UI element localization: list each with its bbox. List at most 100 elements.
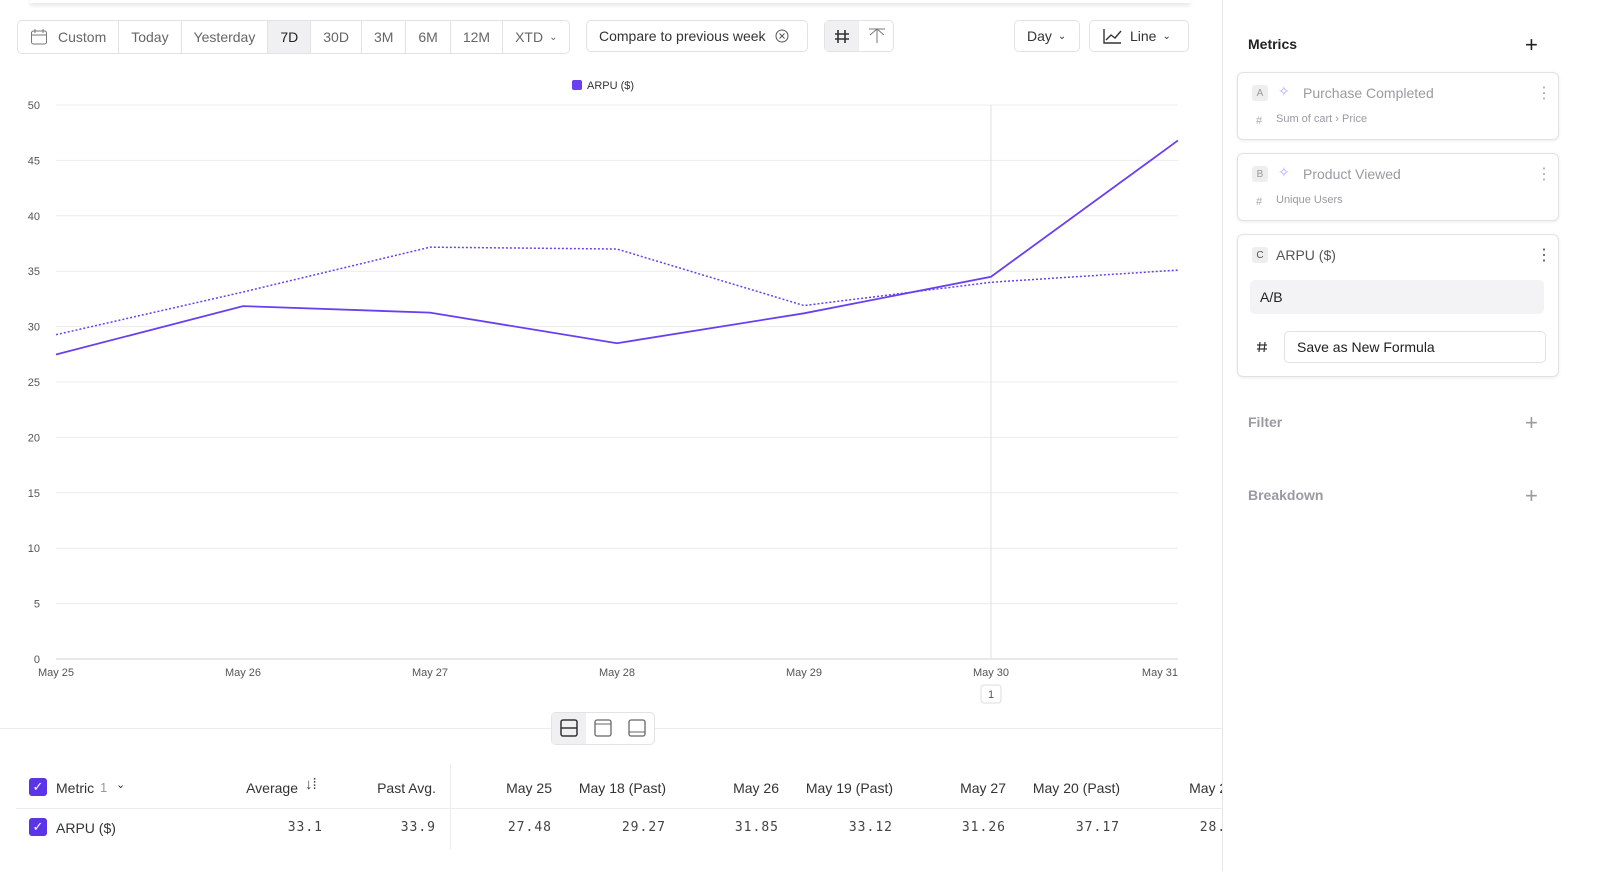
filter-title: Filter xyxy=(1248,414,1283,430)
interval-dropdown[interactable]: Day ⌄ xyxy=(1014,20,1080,52)
metric-detail: Unique Users xyxy=(1276,194,1343,206)
metric-name: Purchase Completed xyxy=(1303,85,1434,101)
range-button[interactable]: Custom xyxy=(18,21,120,53)
metric-letter: A xyxy=(1252,85,1268,101)
range-button[interactable]: 6M xyxy=(406,21,451,53)
range-button[interactable]: Today xyxy=(119,21,182,53)
hash-icon: # xyxy=(1256,196,1263,208)
chart: 0 5 10 15 20 25 30 35 40 45 50 May 25 May 26 May 27 Ma… xyxy=(28,80,1179,704)
interval-label: Day xyxy=(1027,28,1052,44)
clear-icon[interactable] xyxy=(774,28,790,44)
range-button[interactable]: 3M xyxy=(362,21,407,53)
table-cell: 28.5 xyxy=(1199,820,1222,835)
x-tick-label: May 30 xyxy=(973,667,1009,679)
y-tick-label: 20 xyxy=(28,432,40,444)
column-header: May 19 (Past) xyxy=(805,780,893,796)
metric-count: 1 xyxy=(100,780,108,795)
top-shadow xyxy=(30,0,1190,3)
metric-detail: Sum of cart › Price xyxy=(1276,113,1368,125)
x-tick-label: May 27 xyxy=(412,667,448,679)
metric-header: Metric xyxy=(56,780,95,796)
data-table: ✓ ✓ Metric 1 ⌄ Average Past Avg. May 25 May 18 (… xyxy=(0,760,1222,871)
table-cell: 33.1 xyxy=(287,820,323,835)
column-header: Average xyxy=(246,780,298,796)
metric-card: B ✧ Product Viewed ⋮ # Unique Users xyxy=(1237,153,1559,221)
y-tick-label: 15 xyxy=(28,488,40,500)
table-cell: 37.17 xyxy=(1075,820,1120,835)
view-toggle[interactable] xyxy=(824,20,894,52)
compare-button[interactable]: Compare to previous week xyxy=(586,20,808,52)
add-filter[interactable]: + xyxy=(1525,410,1538,435)
row-checkbox[interactable]: ✓ xyxy=(29,818,47,836)
y-tick-label: 45 xyxy=(28,155,40,167)
x-tick-label: May 26 xyxy=(225,667,261,679)
compare-label: Compare to previous week xyxy=(599,28,766,44)
layout-icons xyxy=(552,713,646,744)
layout-toggle[interactable] xyxy=(551,712,655,745)
x-tick-label: May 28 xyxy=(599,667,635,679)
table-cell: 29.27 xyxy=(621,820,666,835)
hash-icon: # xyxy=(1256,115,1263,127)
metric-menu: ⋮ xyxy=(1536,166,1552,183)
column-header: May 26 xyxy=(733,780,779,796)
row-name: ARPU ($) xyxy=(56,820,116,836)
y-tick-label: 40 xyxy=(28,211,40,223)
header-checkbox[interactable]: ✓ xyxy=(29,778,47,796)
chart-kind-label: Line xyxy=(1130,28,1157,44)
range-selector[interactable]: Custom Today Yesterday 7D 30D 3M 6M 12M XTD ⌄ xyxy=(17,20,571,54)
formula-input[interactable]: A/B xyxy=(1250,280,1544,314)
view-icons xyxy=(825,21,885,51)
y-tick-label: 0 xyxy=(34,654,40,666)
spark-icon: ✧ xyxy=(1278,83,1290,99)
formula-menu[interactable]: ⋮ xyxy=(1536,247,1552,264)
y-tick-label: 50 xyxy=(28,100,40,112)
annotation-box xyxy=(980,684,1002,704)
y-tick-label: 5 xyxy=(34,599,40,611)
range-button[interactable]: XTD ⌄ xyxy=(515,29,558,45)
metrics-title: Metrics xyxy=(1248,36,1298,52)
save-formula-button[interactable]: Save as New Formula xyxy=(1284,331,1546,363)
legend-label: ARPU ($) xyxy=(587,80,634,92)
series-line xyxy=(55,139,1179,356)
y-tick-label: 30 xyxy=(28,322,40,334)
range-button[interactable]: 12M xyxy=(451,21,504,53)
table-cell: 31.26 xyxy=(961,820,1006,835)
x-tick-label: May 31 xyxy=(1142,667,1178,679)
chevron: ⌄ xyxy=(549,31,558,43)
column-header: Past Avg. xyxy=(377,780,436,796)
column-header: May 20 (Past) xyxy=(1032,780,1120,796)
metric-menu: ⋮ xyxy=(1536,85,1552,102)
range-button[interactable]: 7D xyxy=(268,21,312,53)
formula-letter: C xyxy=(1252,247,1268,263)
metric-letter: B xyxy=(1252,166,1268,182)
x-tick-label: May 25 xyxy=(38,667,74,679)
metric-name: Product Viewed xyxy=(1303,166,1401,182)
breakdown-title: Breakdown xyxy=(1248,487,1324,503)
metric-chevron: ⌄ xyxy=(116,779,126,791)
chart-kind-dropdown[interactable]: Line ⌄ xyxy=(1089,20,1189,52)
legend-swatch xyxy=(572,80,582,90)
y-tick-label: 25 xyxy=(28,377,40,389)
column-header: May 18 (Past) xyxy=(578,780,666,796)
x-tick-label: May 29 xyxy=(786,667,822,679)
spark-icon: ✧ xyxy=(1278,164,1290,180)
add-metric[interactable]: + xyxy=(1525,32,1538,57)
y-tick-label: 10 xyxy=(28,543,40,555)
sort-icon: ↓⁞ xyxy=(305,776,317,793)
formula-name: ARPU ($) xyxy=(1276,247,1336,263)
formula-card: C ARPU ($) ⋮ A/B Save as New Formula xyxy=(1237,234,1559,377)
range-button[interactable]: 30D xyxy=(311,21,362,53)
add-breakdown[interactable]: + xyxy=(1525,483,1538,508)
column-header: May 27 xyxy=(960,780,1006,796)
y-tick-label: 35 xyxy=(28,266,40,278)
column-divider xyxy=(450,764,451,849)
header-rule xyxy=(16,808,1222,809)
range-label: Custom xyxy=(58,29,107,45)
table-cell: 27.48 xyxy=(507,820,552,835)
column-header: May 28 xyxy=(1189,780,1222,796)
table-cell: 31.85 xyxy=(734,820,779,835)
metric-card: A ✧ Purchase Completed ⋮ # Sum of cart › Pric… xyxy=(1237,72,1559,140)
range-button[interactable]: Yesterday xyxy=(182,21,269,53)
table-cell: 33.12 xyxy=(848,820,893,835)
